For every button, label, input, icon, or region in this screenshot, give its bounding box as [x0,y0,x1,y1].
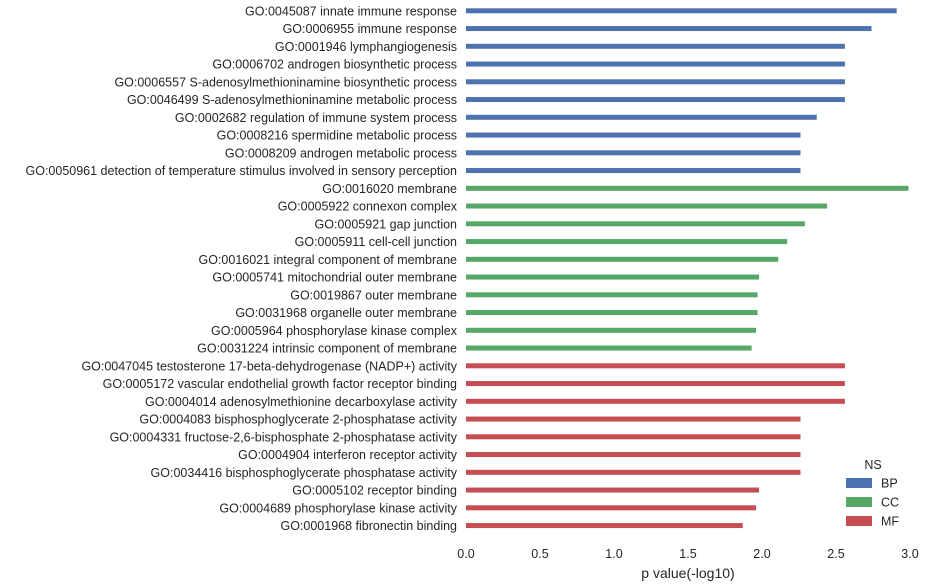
legend: NS BP CC MF [846,458,899,529]
y-tick-labels: GO:0045087 innate immune response GO:0006… [26,4,458,533]
legend-label-mf: MF [881,515,899,529]
y-tick-label: GO:0008216 spermidine metabolic process [217,129,457,143]
legend-items: BP CC MF [846,477,899,529]
y-tick-label: GO:0004904 interferon receptor activity [238,448,458,462]
x-axis-label: p value(-log10) [641,565,734,581]
y-tick-label: GO:0006702 androgen biosynthetic process [212,58,457,72]
y-tick-label: GO:0016020 membrane [322,182,457,196]
bar-bp [466,150,801,156]
bar-bp [466,97,845,103]
bar-mf [466,505,757,511]
bar-bp [466,61,845,67]
y-tick-label: GO:0004331 fructose-2,6-bisphosphate 2-p… [110,430,458,444]
y-tick-label: GO:0001968 fibronectin binding [280,519,457,533]
legend-label-bp: BP [881,477,898,491]
bar-cc [466,327,757,333]
y-tick-label: GO:0005921 gap junction [315,217,458,231]
y-tick-label: GO:0005922 connexon complex [278,200,458,214]
x-tick-label: 2.0 [753,547,770,561]
bar-mf [466,523,743,529]
legend-swatch-bp [846,478,872,488]
y-tick-label: GO:0005911 cell-cell junction [295,235,457,249]
bars-layer [466,8,909,529]
bar-cc [466,310,758,316]
x-tick-label: 0.0 [457,547,474,561]
legend-swatch-cc [846,497,872,507]
y-tick-label: GO:0050961 detection of temperature stim… [26,164,458,178]
bar-mf [466,398,845,404]
y-tick-label: GO:0004014 adenosylmethionine decarboxyl… [145,395,458,409]
bar-mf [466,381,845,387]
bar-mf [466,363,845,369]
y-tick-label: GO:0002682 regulation of immune system p… [175,111,457,125]
y-tick-label: GO:0004689 phosphorylase kinase activity [219,501,457,515]
bar-cc [466,203,828,209]
bar-cc [466,185,909,191]
x-tick-label: 1.5 [679,547,696,561]
bar-mf [466,416,801,422]
x-tick-label: 0.5 [531,547,548,561]
y-tick-label: GO:0005741 mitochondrial outer membrane [212,271,457,285]
y-tick-label: GO:0005102 receptor binding [292,484,457,498]
bar-bp [466,79,845,85]
x-tick-labels: 0.0 0.5 1.0 1.5 2.0 2.5 3.0 [457,547,918,561]
bar-cc [466,221,805,227]
bar-bp [466,114,817,120]
y-tick-label: GO:0047045 testosterone 17-beta-dehydrog… [81,359,457,373]
bar-bp [466,132,801,138]
bar-mf [466,487,760,493]
y-tick-label: GO:0034416 bisphosphoglycerate phosphata… [151,466,458,480]
y-tick-label: GO:0031224 intrinsic component of membra… [197,342,457,356]
bar-bp [466,8,897,14]
bar-mf [466,469,801,475]
bar-cc [466,256,779,262]
y-tick-label: GO:0031968 organelle outer membrane [235,306,457,320]
bar-bp [466,26,872,32]
bar-cc [466,274,760,280]
bar-cc [466,239,788,245]
x-tick-label: 1.0 [605,547,622,561]
legend-label-cc: CC [881,496,899,510]
x-tick-label: 3.0 [901,547,918,561]
bar-bp [466,43,845,49]
legend-swatch-mf [846,516,872,526]
legend-title: NS [864,458,881,472]
x-tick-label: 2.5 [827,547,844,561]
y-tick-label: GO:0016021 integral component of membran… [199,253,458,267]
y-tick-label: GO:0005964 phosphorylase kinase complex [211,324,458,338]
y-tick-label: GO:0001946 lymphangiogenesis [275,40,457,54]
bar-cc [466,345,752,351]
y-tick-label: GO:0006557 S-adenosylmethioninamine bios… [114,75,457,89]
bar-bp [466,168,801,174]
y-tick-label: GO:0008209 androgen metabolic process [225,146,457,160]
y-tick-label: GO:0046499 S-adenosylmethioninamine meta… [127,93,457,107]
y-tick-label: GO:0005172 vascular endothelial growth f… [103,377,457,391]
y-tick-label: GO:0006955 immune response [283,22,457,36]
y-tick-label: GO:0019867 outer membrane [290,288,457,302]
y-tick-label: GO:0045087 innate immune response [245,4,457,18]
bar-mf [466,434,801,440]
y-tick-label: GO:0004083 bisphosphoglycerate 2-phospha… [139,413,457,427]
bar-mf [466,452,801,458]
bar-cc [466,292,758,298]
